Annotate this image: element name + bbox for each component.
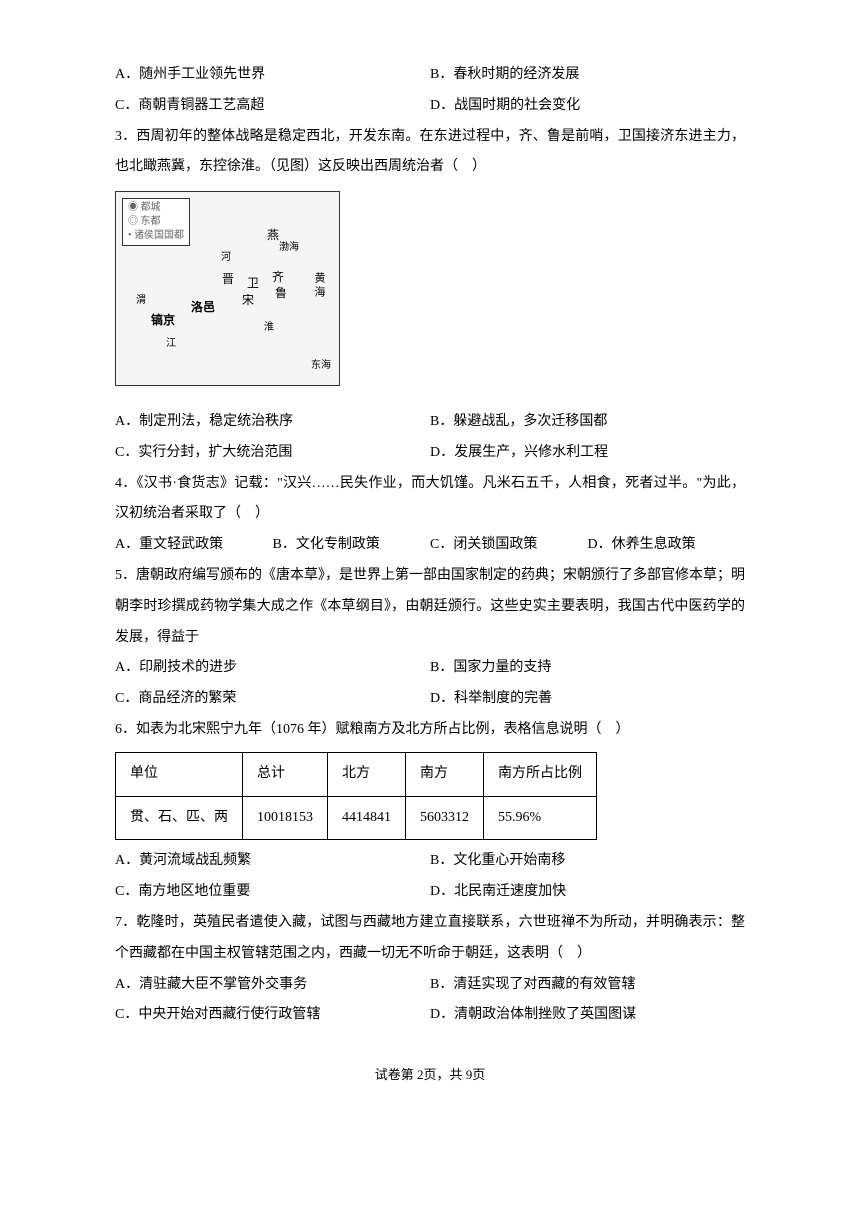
opt-b: B．国家力量的支持	[430, 653, 745, 684]
table-cell: 贯、石、匹、两	[116, 796, 243, 840]
table-cell: 总计	[243, 752, 328, 796]
table-cell: 55.96%	[484, 796, 597, 840]
map-place: 洛邑	[191, 294, 215, 320]
map-legend: ◉ 都城 ◎ 东都 • 诸侯国国都	[122, 198, 190, 246]
table-cell: 10018153	[243, 796, 328, 840]
opt-c: C．中央开始对西藏行使行政管辖	[115, 1000, 430, 1031]
opt-a: A．重文轻武政策	[115, 530, 273, 561]
opt-c: C．闭关锁国政策	[430, 530, 588, 561]
q4-options: A．重文轻武政策 B．文化专制政策 C．闭关锁国政策 D．休养生息政策	[115, 530, 745, 561]
table-row: 贯、石、匹、两 10018153 4414841 5603312 55.96%	[116, 796, 597, 840]
opt-b: B．文化重心开始南移	[430, 846, 745, 877]
map-place: 河	[221, 247, 231, 269]
table-cell: 南方所占比例	[484, 752, 597, 796]
map-place: 东海	[311, 355, 331, 377]
map-place: 江	[166, 333, 176, 355]
q6-stem: 6．如表为北宋熙宁九年（1076 年）赋粮南方及北方所占比例，表格信息说明（ ）	[115, 715, 745, 746]
opt-d: D．休养生息政策	[588, 530, 746, 561]
legend-line: • 诸侯国国都	[128, 229, 184, 243]
map-place: 黄 海	[307, 272, 331, 297]
map-place: 燕	[267, 222, 279, 248]
map-place: 渤海	[279, 237, 299, 259]
opt-d: D．发展生产，兴修水利工程	[430, 438, 745, 469]
opt-c: C．实行分封，扩大统治范围	[115, 438, 430, 469]
opt-b: B．春秋时期的经济发展	[430, 60, 745, 91]
q3-stem: 3．西周初年的整体战略是稳定西北，开发东南。在东进过程中，齐、鲁是前哨，卫国接济…	[115, 122, 745, 184]
table-cell: 单位	[116, 752, 243, 796]
opt-c: C．南方地区地位重要	[115, 877, 430, 908]
legend-line: ◎ 东都	[128, 215, 184, 229]
opt-a: A．随州手工业领先世界	[115, 60, 430, 91]
opt-b: B．清廷实现了对西藏的有效管辖	[430, 970, 745, 1001]
q6-options: A．黄河流域战乱频繁 B．文化重心开始南移 C．南方地区地位重要 D．北民南迁速…	[115, 846, 745, 908]
map-place: 渭	[136, 290, 146, 312]
table-cell: 4414841	[328, 796, 406, 840]
opt-d: D．北民南迁速度加快	[430, 877, 745, 908]
q3-options: A．制定刑法，稳定统治秩序 B．躲避战乱，多次迁移国都 C．实行分封，扩大统治范…	[115, 407, 745, 469]
q5-options: A．印刷技术的进步 B．国家力量的支持 C．商品经济的繁荣 D．科举制度的完善	[115, 653, 745, 715]
opt-d: D．战国时期的社会变化	[430, 91, 745, 122]
q5-stem: 5．唐朝政府编写颁布的《唐本草》，是世界上第一部由国家制定的药典；宋朝颁行了多部…	[115, 561, 745, 653]
map-place: 鲁	[275, 280, 287, 306]
map-place: 晋	[222, 266, 234, 292]
table-cell: 5603312	[406, 796, 484, 840]
legend-line: ◉ 都城	[128, 201, 184, 215]
opt-b: B．文化专制政策	[273, 530, 431, 561]
q6-table: 单位 总计 北方 南方 南方所占比例 贯、石、匹、两 10018153 4414…	[115, 752, 597, 841]
table-cell: 南方	[406, 752, 484, 796]
q7-options: A．清驻藏大臣不掌管外交事务 B．清廷实现了对西藏的有效管辖 C．中央开始对西藏…	[115, 970, 745, 1032]
opt-a: A．黄河流域战乱频繁	[115, 846, 430, 877]
q4-stem: 4．《汉书·食货志》记载："汉兴……民失作业，而大饥馑。凡米石五千，人相食，死者…	[115, 469, 745, 531]
opt-a: A．制定刑法，稳定统治秩序	[115, 407, 430, 438]
q7-stem: 7．乾隆时，英殖民者遣使入藏，试图与西藏地方建立直接联系，六世班禅不为所动，并明…	[115, 908, 745, 970]
table-cell: 北方	[328, 752, 406, 796]
opt-c: C．商朝青铜器工艺高超	[115, 91, 430, 122]
opt-b: B．躲避战乱，多次迁移国都	[430, 407, 745, 438]
map-place: 镐京	[151, 307, 175, 333]
opt-a: A．印刷技术的进步	[115, 653, 430, 684]
opt-d: D．清朝政治体制挫败了英国图谋	[430, 1000, 745, 1031]
map-place: 淮	[264, 317, 274, 339]
question-top-options: A．随州手工业领先世界 B．春秋时期的经济发展 C．商朝青铜器工艺高超 D．战国…	[115, 60, 745, 122]
table-row: 单位 总计 北方 南方 南方所占比例	[116, 752, 597, 796]
q3-map-figure: ◉ 都城 ◎ 东都 • 诸侯国国都 燕 渤海 齐 鲁 卫 晋 宋 洛邑 镐京 黄…	[115, 191, 340, 386]
map-place: 宋	[242, 287, 254, 313]
opt-c: C．商品经济的繁荣	[115, 684, 430, 715]
opt-d: D．科举制度的完善	[430, 684, 745, 715]
opt-a: A．清驻藏大臣不掌管外交事务	[115, 970, 430, 1001]
page-footer: 试卷第 2页，共 9页	[115, 1061, 745, 1090]
